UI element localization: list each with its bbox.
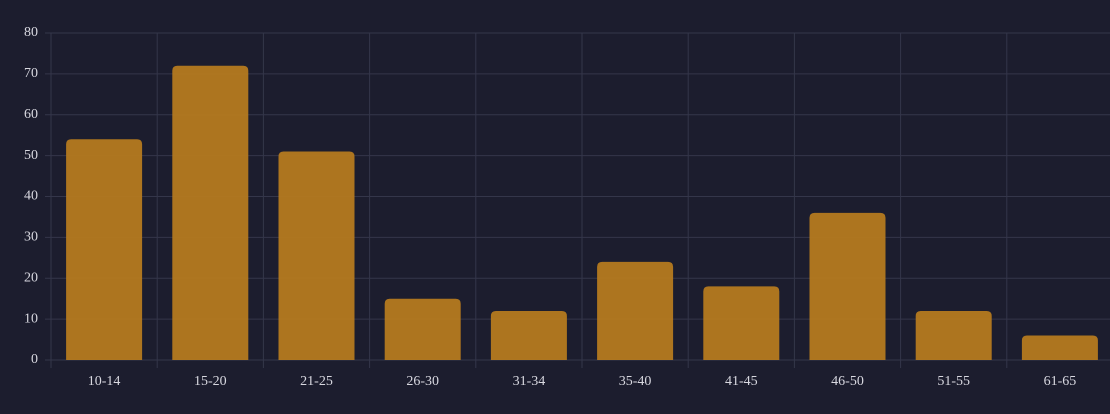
bar (172, 65, 249, 360)
x-tick-label: 51-55 (937, 374, 970, 389)
y-tick-label: 80 (24, 25, 38, 40)
x-tick-label: 10-14 (88, 374, 121, 389)
bar (490, 310, 567, 360)
x-tick-label: 21-25 (300, 374, 333, 389)
bar (809, 212, 886, 360)
bar (1021, 335, 1098, 360)
bar (915, 310, 992, 360)
bar (703, 286, 780, 360)
x-tick-label: 26-30 (406, 374, 439, 389)
y-tick-label: 30 (24, 230, 38, 245)
x-tick-label: 46-50 (831, 374, 864, 389)
bar (66, 139, 143, 360)
y-tick-label: 20 (24, 270, 38, 285)
y-tick-label: 10 (24, 311, 38, 326)
x-tick-label: 31-34 (513, 374, 546, 389)
y-tick-label: 60 (24, 107, 38, 122)
bar (597, 261, 674, 360)
bar (384, 298, 461, 360)
bar (278, 151, 355, 360)
x-tick-label: 15-20 (194, 374, 227, 389)
y-tick-label: 70 (24, 66, 38, 81)
x-tick-label: 35-40 (619, 374, 652, 389)
y-tick-label: 50 (24, 148, 38, 163)
x-tick-label: 41-45 (725, 374, 758, 389)
x-tick-label: 61-65 (1044, 374, 1077, 389)
y-tick-label: 40 (24, 189, 38, 204)
y-tick-label: 0 (31, 352, 38, 367)
